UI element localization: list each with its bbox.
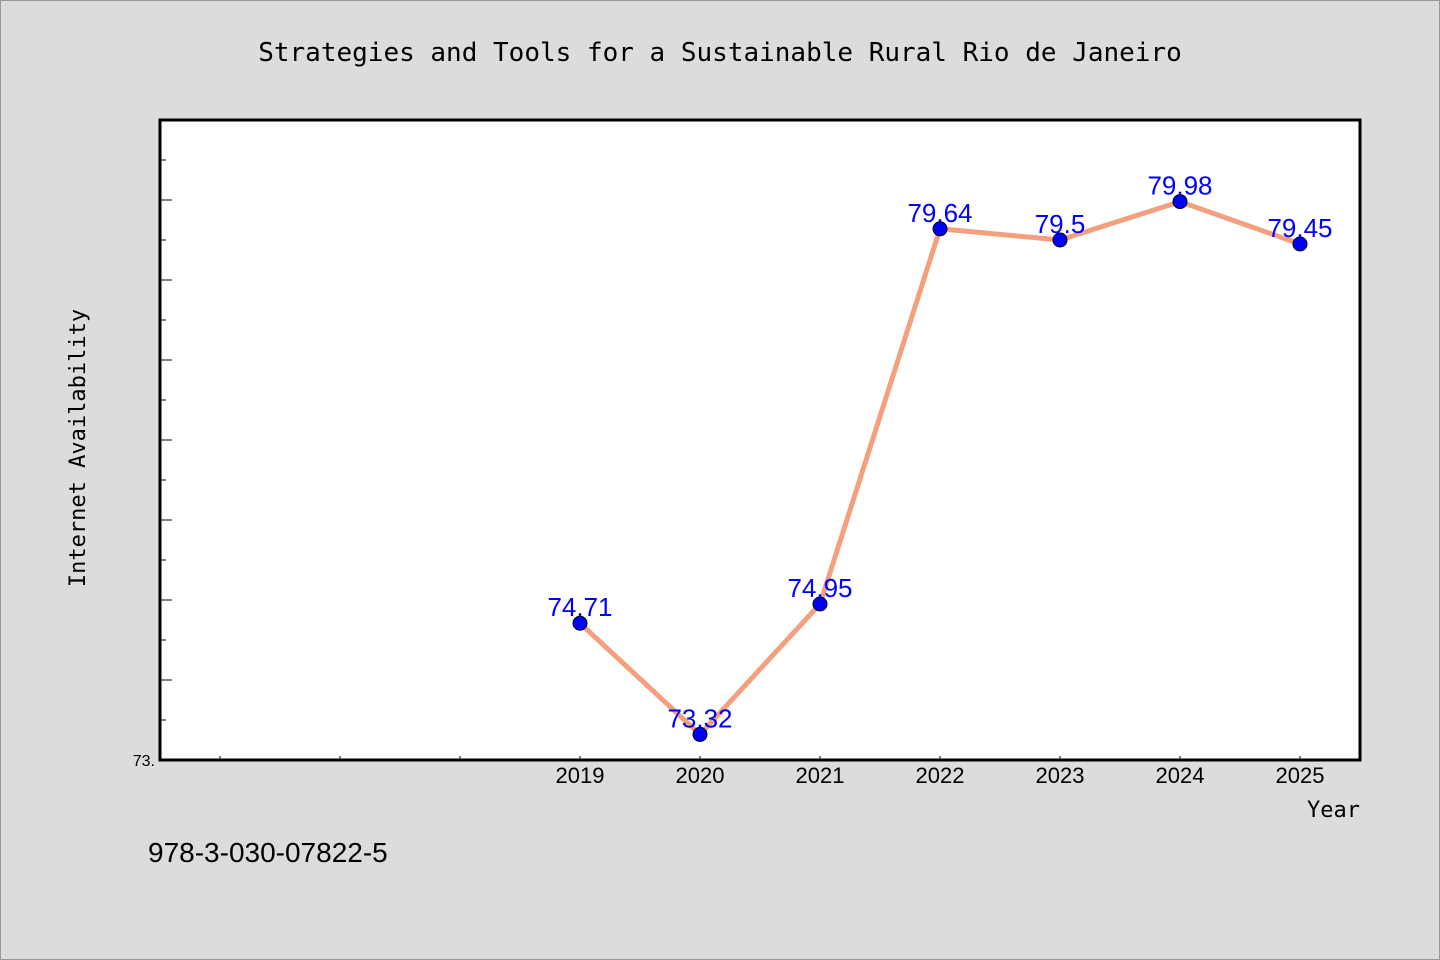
data-point [932,221,948,237]
y-axis-ticks [160,119,172,761]
data-point [1292,236,1308,252]
y-tick-label: 73. [133,753,155,770]
x-tick-label: 2020 [676,763,725,788]
data-point [1052,232,1068,248]
chart-title: Strategies and Tools for a Sustainable R… [258,38,1182,68]
x-tick-label: 2023 [1036,763,1085,788]
data-point [812,596,828,612]
plot-area [158,118,1362,762]
data-point [572,615,588,631]
x-tick-label: 2024 [1156,763,1205,788]
x-axis-label: Year [1307,798,1360,823]
data-label: 79.5 [1035,209,1086,239]
x-tick-label: 2025 [1276,763,1325,788]
x-axis-ticks [219,756,1301,760]
data-label: 74.71 [547,592,612,622]
x-tick-label: 2019 [556,763,605,788]
x-tick-label: 2021 [796,763,845,788]
x-tick-labels: 2019 2020 2021 2022 2023 2024 2025 [556,763,1325,788]
isbn-text: 978-3-030-07822-5 [148,837,388,868]
data-label: 74.95 [787,573,852,603]
data-point [1172,194,1188,210]
data-label: 79.45 [1267,213,1332,243]
series-markers [572,194,1308,742]
y-axis-label: Internet Availability [66,309,91,587]
data-point [692,726,708,742]
x-tick-label: 2022 [916,763,965,788]
data-label: 79.98 [1147,171,1212,201]
data-label: 79.64 [907,198,972,228]
data-labels: 74.71 73.32 74.95 79.64 79.5 79.98 79.45 [547,171,1332,734]
data-label: 73.32 [667,703,732,733]
